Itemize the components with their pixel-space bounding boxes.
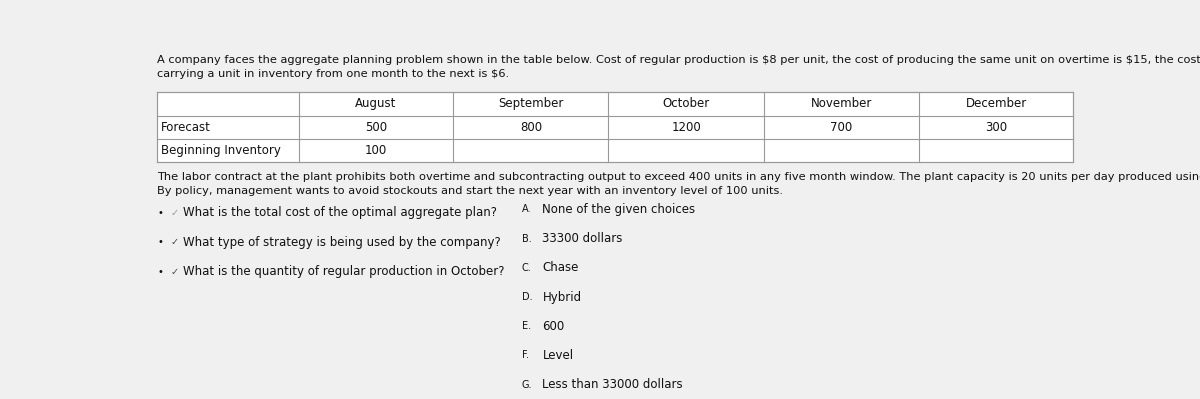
Text: 600: 600 — [542, 320, 565, 333]
Text: •: • — [157, 207, 163, 217]
Text: ✓: ✓ — [170, 267, 179, 277]
Text: August: August — [355, 97, 397, 110]
Text: B.: B. — [522, 234, 532, 244]
Text: 500: 500 — [365, 121, 388, 134]
Text: 100: 100 — [365, 144, 388, 157]
Text: •: • — [157, 237, 163, 247]
Text: November: November — [811, 97, 872, 110]
Text: Forecast: Forecast — [161, 121, 211, 134]
Text: What is the total cost of the optimal aggregate plan?: What is the total cost of the optimal ag… — [184, 206, 498, 219]
Text: Less than 33000 dollars: Less than 33000 dollars — [542, 378, 683, 391]
Text: carrying a unit in inventory from one month to the next is $6.: carrying a unit in inventory from one mo… — [157, 69, 510, 79]
Text: 300: 300 — [985, 121, 1007, 134]
Text: Hybrid: Hybrid — [542, 290, 582, 304]
Text: 1200: 1200 — [671, 121, 701, 134]
Text: Beginning Inventory: Beginning Inventory — [161, 144, 281, 157]
Text: Chase: Chase — [542, 261, 578, 275]
Text: E.: E. — [522, 321, 532, 331]
Text: G.: G. — [522, 379, 533, 389]
Text: By policy, management wants to avoid stockouts and start the next year with an i: By policy, management wants to avoid sto… — [157, 186, 784, 196]
Text: C.: C. — [522, 263, 532, 273]
Text: What is the quantity of regular production in October?: What is the quantity of regular producti… — [184, 265, 505, 278]
Text: D.: D. — [522, 292, 533, 302]
Text: ✓: ✓ — [170, 207, 179, 217]
Text: A.: A. — [522, 204, 532, 215]
Text: Level: Level — [542, 349, 574, 362]
Text: None of the given choices: None of the given choices — [542, 203, 696, 216]
Text: F.: F. — [522, 350, 529, 360]
Text: 33300 dollars: 33300 dollars — [542, 232, 623, 245]
Text: •: • — [157, 267, 163, 277]
Text: ✓: ✓ — [170, 237, 179, 247]
Text: 700: 700 — [830, 121, 852, 134]
Text: October: October — [662, 97, 709, 110]
Text: September: September — [498, 97, 564, 110]
Text: What type of strategy is being used by the company?: What type of strategy is being used by t… — [184, 235, 502, 249]
FancyBboxPatch shape — [157, 92, 1074, 162]
Text: A company faces the aggregate planning problem shown in the table below. Cost of: A company faces the aggregate planning p… — [157, 55, 1200, 65]
Text: 800: 800 — [520, 121, 542, 134]
Text: The labor contract at the plant prohibits both overtime and subcontracting outpu: The labor contract at the plant prohibit… — [157, 172, 1200, 182]
Text: December: December — [966, 97, 1027, 110]
